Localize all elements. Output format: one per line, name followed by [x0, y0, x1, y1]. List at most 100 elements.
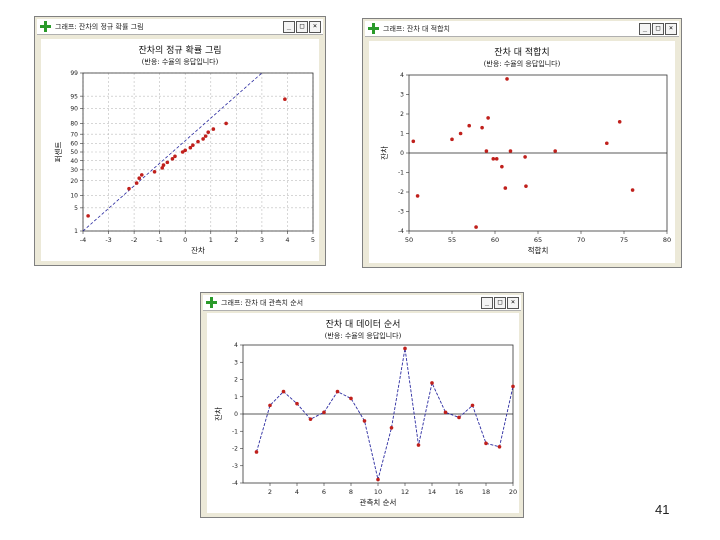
data-point [443, 410, 448, 415]
maximize-button[interactable]: □ [296, 20, 308, 33]
data-point [268, 403, 272, 408]
data-point [196, 139, 200, 144]
data-point [376, 477, 380, 482]
data-point [430, 381, 434, 385]
data-point [470, 403, 475, 408]
graph-plus-icon [368, 23, 379, 34]
maximize-button[interactable]: □ [652, 22, 664, 35]
x-tick-label: 0 [183, 236, 187, 244]
data-point [322, 410, 326, 415]
y-tick-label: 1 [234, 394, 238, 401]
data-point [283, 97, 287, 102]
data-point [467, 123, 471, 128]
window-title: 그래프: 잔차 대 적합치 [383, 24, 450, 33]
data-point [180, 150, 185, 154]
data-point [170, 157, 175, 161]
x-tick-label: 5 [311, 236, 315, 244]
x-tick-label: 6 [322, 488, 326, 496]
data-point [605, 141, 609, 146]
x-tick-label: -3 [105, 236, 111, 244]
data-point [127, 186, 131, 191]
data-point [188, 145, 193, 150]
data-point [165, 160, 170, 165]
data-point [450, 137, 454, 142]
residuals-vs-order-chart: 잔차 대 데이터 순서(반응: 수율의 응답입니다)2 4 6 8 10 12 14 16 18… [213, 318, 517, 507]
data-point [505, 77, 509, 81]
data-point [201, 137, 205, 141]
data-point [458, 131, 463, 136]
minimize-button[interactable]: _ [481, 296, 493, 309]
data-point [389, 426, 394, 430]
chart-subtitle: (반응: 수율의 응답입니다) [325, 331, 402, 340]
y-tick-label: -3 [232, 463, 238, 470]
y-tick-label: 2 [234, 377, 238, 384]
y-tick-label: -2 [398, 189, 404, 196]
x-tick-label: 14 [428, 488, 436, 496]
x-tick-label: -2 [131, 236, 137, 244]
data-point [508, 149, 513, 153]
y-tick-label: 3 [234, 359, 238, 366]
data-point [161, 163, 166, 167]
x-axis-label: 적합치 [528, 245, 549, 255]
data-point [553, 149, 557, 153]
x-tick-label: 1 [209, 236, 213, 244]
y-tick-label: 95 [70, 93, 78, 100]
y-tick-label: 40 [70, 158, 78, 165]
x-axis-label: 관측치 순서 [360, 497, 397, 507]
data-point [254, 450, 259, 454]
close-button[interactable]: × [665, 22, 677, 35]
x-tick-label: 4 [285, 236, 289, 244]
data-point [503, 186, 508, 190]
x-tick-label: 2 [234, 236, 238, 244]
plot-area: 잔차 대 데이터 순서 (반응: 수율의 응답입니다) 2 4 6 8 10 12 14 16 18… [207, 313, 519, 513]
y-tick-label: 50 [70, 149, 78, 156]
graph-plus-icon [206, 297, 217, 308]
data-point [415, 194, 420, 198]
window-titlebar[interactable]: 그래프: 잔차의 정규 확률 그림 _ □ × [37, 19, 323, 35]
x-tick-label: -1 [156, 236, 162, 244]
y-tick-label: -4 [398, 228, 404, 235]
chart-title: 잔차 대 적합치 [494, 46, 549, 58]
x-tick-label: 18 [482, 488, 490, 496]
data-point [206, 130, 211, 135]
y-tick-label: 30 [70, 167, 78, 174]
data-point [497, 444, 502, 449]
chart-title: 잔차의 정규 확률 그림 [138, 44, 221, 56]
chart-subtitle: (반응: 수율의 응답입니다) [142, 57, 219, 66]
y-axis-label: 잔차 [379, 146, 389, 160]
close-button[interactable]: × [309, 20, 321, 33]
data-point [152, 169, 157, 174]
y-tick-label: 4 [400, 72, 404, 79]
close-button[interactable]: × [507, 296, 519, 309]
plot-area: 잔차 대 적합치 (반응: 수율의 응답입니다) 50 55 60 65 70 75 80 -4 -… [369, 41, 675, 263]
x-tick-label: 4 [295, 488, 299, 496]
window-titlebar[interactable]: 그래프: 잔차 대 관측치 순서 _ □ × [203, 295, 521, 311]
minimize-button[interactable]: _ [283, 20, 295, 33]
y-tick-label: -1 [398, 170, 404, 177]
y-tick-label: 4 [234, 342, 238, 349]
y-tick-label: 0 [234, 411, 238, 418]
minimize-button[interactable]: _ [639, 22, 651, 35]
y-tick-label: 2 [400, 111, 404, 118]
x-tick-label: 75 [620, 236, 628, 244]
data-point [484, 441, 488, 446]
maximize-button[interactable]: □ [494, 296, 506, 309]
data-point [295, 401, 299, 406]
x-tick-label: 60 [491, 236, 499, 244]
data-point [173, 154, 177, 159]
plot-area: 잔차의 정규 확률 그림 (반응: 수율의 응답입니다) -4 -3 -2 -1 0 1 2 3 4… [41, 39, 319, 261]
x-tick-label: 50 [405, 236, 413, 244]
data-point [500, 164, 504, 169]
data-point [491, 157, 496, 161]
data-point [281, 389, 286, 394]
window-titlebar[interactable]: 그래프: 잔차 대 적합치 _ □ × [365, 21, 679, 37]
residuals-vs-fits-window: 그래프: 잔차 대 적합치 _ □ × 잔차 대 적합치 (반응: 수율의 응답입… [362, 18, 682, 268]
data-point [403, 346, 407, 351]
data-point [191, 143, 195, 147]
data-point [349, 396, 353, 401]
y-tick-label: 99 [70, 70, 78, 77]
x-tick-label: -4 [80, 236, 86, 244]
data-point [416, 443, 421, 447]
data-point [137, 176, 142, 181]
data-point [484, 149, 489, 153]
